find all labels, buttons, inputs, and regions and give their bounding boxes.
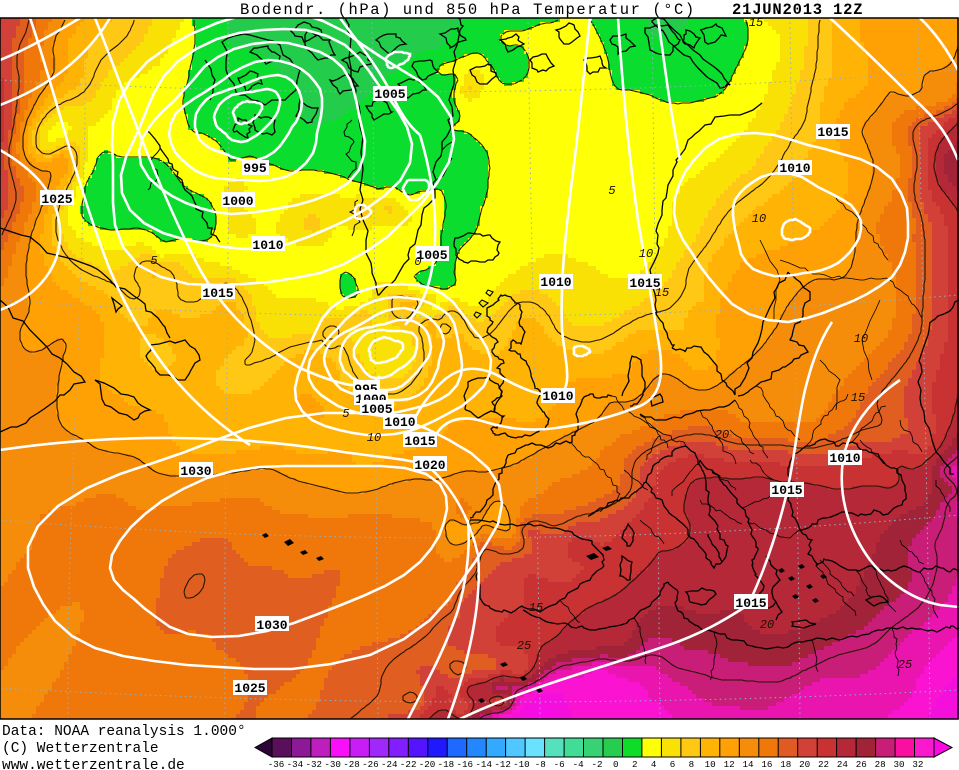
svg-text:-4: -4 <box>573 759 585 770</box>
svg-text:10: 10 <box>854 332 868 346</box>
svg-text:8: 8 <box>689 759 695 770</box>
svg-text:1010: 1010 <box>384 415 415 430</box>
svg-text:-28: -28 <box>343 759 360 770</box>
svg-text:1030: 1030 <box>180 464 211 479</box>
svg-text:1010: 1010 <box>540 275 571 290</box>
svg-text:4: 4 <box>651 759 657 770</box>
svg-text:-2: -2 <box>591 759 602 770</box>
svg-text:1015: 1015 <box>771 483 802 498</box>
svg-text:1015: 1015 <box>735 596 766 611</box>
svg-text:1020: 1020 <box>414 458 445 473</box>
svg-text:-32: -32 <box>306 759 323 770</box>
svg-text:10: 10 <box>639 247 653 261</box>
svg-text:-24: -24 <box>381 759 398 770</box>
svg-text:5: 5 <box>150 254 157 268</box>
svg-text:1000: 1000 <box>222 194 253 209</box>
svg-text:1010: 1010 <box>542 389 573 404</box>
svg-text:1015: 1015 <box>817 125 848 140</box>
svg-text:-22: -22 <box>400 759 417 770</box>
svg-text:1025: 1025 <box>234 681 265 696</box>
svg-text:1015: 1015 <box>202 286 233 301</box>
svg-text:12: 12 <box>724 759 735 770</box>
svg-text:1015: 1015 <box>404 434 435 449</box>
svg-text:-8: -8 <box>535 759 546 770</box>
svg-text:Data: NOAA reanalysis 1.000°: Data: NOAA reanalysis 1.000° <box>2 724 246 740</box>
svg-text:24: 24 <box>837 759 849 770</box>
svg-text:-30: -30 <box>324 759 341 770</box>
svg-text:30: 30 <box>893 759 904 770</box>
svg-text:0: 0 <box>414 255 421 269</box>
svg-text:www.wetterzentrale.de: www.wetterzentrale.de <box>2 758 185 770</box>
svg-text:0: 0 <box>613 759 619 770</box>
svg-text:28: 28 <box>875 759 886 770</box>
svg-text:1005: 1005 <box>374 87 405 102</box>
svg-text:-10: -10 <box>513 759 530 770</box>
svg-text:995: 995 <box>243 161 267 176</box>
svg-text:-18: -18 <box>438 759 455 770</box>
svg-text:2: 2 <box>632 759 638 770</box>
svg-text:-14: -14 <box>475 759 492 770</box>
svg-text:-12: -12 <box>494 759 511 770</box>
svg-text:1010: 1010 <box>252 238 283 253</box>
svg-text:1005: 1005 <box>361 402 392 417</box>
svg-text:14: 14 <box>742 759 754 770</box>
svg-text:1015: 1015 <box>629 276 660 291</box>
svg-text:-20: -20 <box>419 759 436 770</box>
svg-text:20: 20 <box>799 759 810 770</box>
svg-text:-34: -34 <box>287 759 304 770</box>
svg-text:25: 25 <box>517 639 531 653</box>
svg-text:15: 15 <box>655 286 669 300</box>
svg-text:22: 22 <box>818 759 829 770</box>
svg-text:16: 16 <box>761 759 772 770</box>
svg-text:Bodendr. (hPa) und 850 hPa Tem: Bodendr. (hPa) und 850 hPa Temperatur (°… <box>240 1 696 19</box>
svg-text:1010: 1010 <box>829 451 860 466</box>
svg-text:10: 10 <box>367 431 381 445</box>
svg-text:10: 10 <box>752 212 766 226</box>
svg-text:20: 20 <box>715 428 729 442</box>
svg-text:20: 20 <box>760 618 774 632</box>
svg-text:10: 10 <box>705 759 716 770</box>
svg-text:32: 32 <box>912 759 923 770</box>
svg-text:1010: 1010 <box>779 161 810 176</box>
svg-text:21JUN2013 12Z: 21JUN2013 12Z <box>732 1 863 19</box>
svg-text:15: 15 <box>529 601 543 615</box>
svg-text:18: 18 <box>780 759 791 770</box>
svg-text:-36: -36 <box>268 759 285 770</box>
svg-text:5: 5 <box>608 184 615 198</box>
svg-text:25: 25 <box>898 658 912 672</box>
svg-text:-26: -26 <box>362 759 379 770</box>
svg-text:-16: -16 <box>457 759 474 770</box>
svg-text:1005: 1005 <box>416 248 447 263</box>
svg-text:(C) Wetterzentrale: (C) Wetterzentrale <box>2 741 159 757</box>
svg-text:15: 15 <box>749 16 763 30</box>
svg-text:6: 6 <box>670 759 676 770</box>
svg-text:1025: 1025 <box>41 192 72 207</box>
svg-text:15: 15 <box>851 391 865 405</box>
svg-text:5: 5 <box>342 407 349 421</box>
svg-text:-6: -6 <box>554 759 565 770</box>
svg-text:26: 26 <box>856 759 867 770</box>
svg-text:1030: 1030 <box>256 618 287 633</box>
